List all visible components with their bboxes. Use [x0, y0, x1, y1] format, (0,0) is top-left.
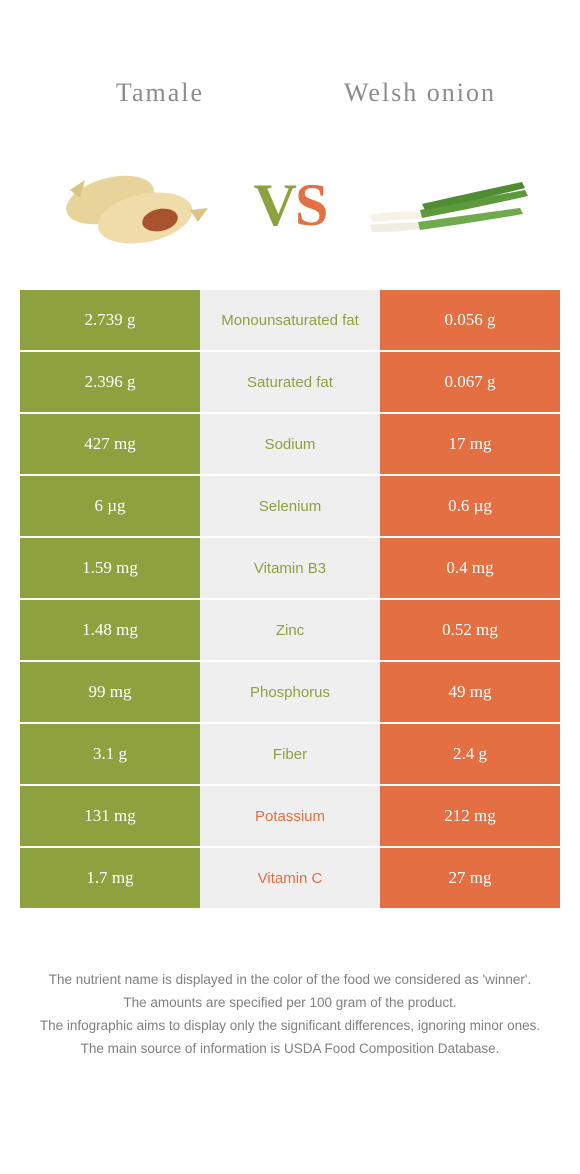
nutrient-label: Phosphorus — [200, 662, 380, 722]
nutrient-label: Potassium — [200, 786, 380, 846]
food-image-left — [50, 160, 220, 250]
food-image-right — [360, 160, 530, 250]
footnote-line: The main source of information is USDA F… — [30, 1039, 550, 1060]
nutrient-value-left: 131 mg — [20, 786, 200, 846]
nutrient-table: 2.739 gMonounsaturated fat0.056 g2.396 g… — [0, 290, 580, 908]
nutrient-value-left: 3.1 g — [20, 724, 200, 784]
table-row: 1.48 mgZinc0.52 mg — [20, 600, 560, 660]
vs-s: S — [295, 172, 326, 238]
nutrient-value-left: 2.396 g — [20, 352, 200, 412]
food-title-right: Welsh onion — [310, 78, 530, 108]
nutrient-value-left: 1.48 mg — [20, 600, 200, 660]
nutrient-value-right: 0.6 µg — [380, 476, 560, 536]
nutrient-label: Saturated fat — [200, 352, 380, 412]
nutrient-value-left: 1.7 mg — [20, 848, 200, 908]
nutrient-label: Vitamin C — [200, 848, 380, 908]
nutrient-value-right: 17 mg — [380, 414, 560, 474]
footnotes: The nutrient name is displayed in the co… — [0, 910, 580, 1060]
table-row: 131 mgPotassium212 mg — [20, 786, 560, 846]
table-row: 3.1 gFiber2.4 g — [20, 724, 560, 784]
nutrient-label: Fiber — [200, 724, 380, 784]
images-row: VS — [0, 130, 580, 290]
nutrient-value-right: 27 mg — [380, 848, 560, 908]
nutrient-value-right: 0.056 g — [380, 290, 560, 350]
table-row: 99 mgPhosphorus49 mg — [20, 662, 560, 722]
tamale-icon — [50, 160, 220, 250]
nutrient-label: Vitamin B3 — [200, 538, 380, 598]
nutrient-label: Monounsaturated fat — [200, 290, 380, 350]
nutrient-value-left: 427 mg — [20, 414, 200, 474]
nutrient-label: Sodium — [200, 414, 380, 474]
footnote-line: The nutrient name is displayed in the co… — [30, 970, 550, 991]
table-row: 2.396 gSaturated fat0.067 g — [20, 352, 560, 412]
food-title-left: Tamale — [50, 78, 270, 108]
nutrient-value-left: 2.739 g — [20, 290, 200, 350]
nutrient-value-right: 2.4 g — [380, 724, 560, 784]
nutrient-value-right: 0.4 mg — [380, 538, 560, 598]
nutrient-value-right: 0.067 g — [380, 352, 560, 412]
nutrient-label: Selenium — [200, 476, 380, 536]
vs-v: V — [254, 172, 295, 238]
nutrient-value-right: 0.52 mg — [380, 600, 560, 660]
footnote-line: The amounts are specified per 100 gram o… — [30, 993, 550, 1014]
nutrient-value-left: 99 mg — [20, 662, 200, 722]
header: Tamale Welsh onion — [0, 0, 580, 130]
table-row: 427 mgSodium17 mg — [20, 414, 560, 474]
footnote-line: The infographic aims to display only the… — [30, 1016, 550, 1037]
vs-label: VS — [254, 171, 327, 240]
nutrient-label: Zinc — [200, 600, 380, 660]
nutrient-value-right: 212 mg — [380, 786, 560, 846]
nutrient-value-left: 6 µg — [20, 476, 200, 536]
table-row: 1.7 mgVitamin C27 mg — [20, 848, 560, 908]
nutrient-value-right: 49 mg — [380, 662, 560, 722]
table-row: 1.59 mgVitamin B30.4 mg — [20, 538, 560, 598]
welsh-onion-icon — [360, 160, 530, 250]
table-row: 6 µgSelenium0.6 µg — [20, 476, 560, 536]
table-row: 2.739 gMonounsaturated fat0.056 g — [20, 290, 560, 350]
nutrient-value-left: 1.59 mg — [20, 538, 200, 598]
